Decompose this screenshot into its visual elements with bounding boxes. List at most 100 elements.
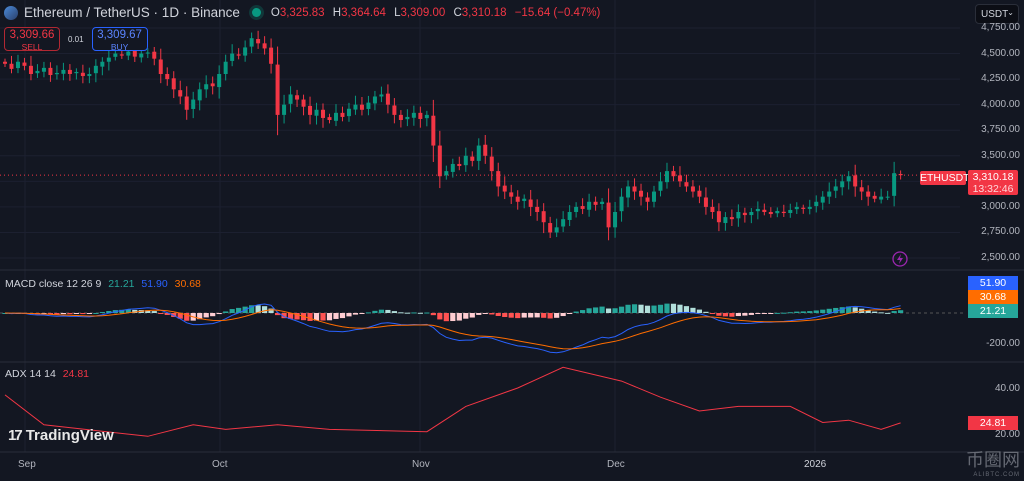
macd-histogram-bar [359, 313, 365, 314]
candle-body [652, 191, 656, 202]
macd-histogram-bar [573, 311, 579, 313]
macd-histogram-bar [391, 311, 397, 313]
watermark-text: TradingView [25, 427, 114, 444]
candle-body [67, 69, 72, 74]
macd-histogram-bar [482, 313, 488, 314]
lightning-icon[interactable] [892, 251, 908, 267]
price-axis-label: 3,750.00 [981, 124, 1020, 136]
macd-histogram-bar [430, 313, 436, 316]
macd-histogram-bar [644, 305, 651, 313]
candle-body [476, 145, 481, 161]
candle-body [230, 53, 235, 61]
currency-select[interactable]: USDT ⌄ [975, 4, 1019, 24]
price-axis-label: 2,750.00 [981, 226, 1020, 238]
macd-histogram-bar [638, 304, 644, 313]
candle-body [632, 186, 637, 192]
candle-body [359, 104, 364, 110]
macd-histogram-bar [846, 306, 852, 313]
macd-histogram-bar [820, 309, 826, 313]
grid [0, 0, 1024, 453]
candle-body [639, 190, 644, 197]
macd-histogram-bar [229, 309, 235, 313]
macd-legend[interactable]: MACD close 12 26 9 21.21 51.90 30.68 [5, 278, 205, 290]
candle-body [340, 112, 345, 117]
macd-histogram-bar [184, 313, 190, 321]
adx-value-tag: 24.81 [968, 416, 1018, 430]
candle-body [301, 99, 306, 107]
symbol-header: Ethereum / TetherUS · 1D · Binance O3,32… [4, 5, 605, 20]
high-label: H [332, 6, 342, 19]
macd-histogram-bar [463, 313, 469, 319]
candle-body [191, 99, 196, 109]
macd-histogram-bar [171, 313, 177, 317]
sell-button[interactable]: 3,309.66 SELL [4, 27, 60, 52]
macd-histogram-bar [865, 310, 871, 313]
candle-body [548, 223, 553, 233]
macd-histogram-bar [898, 310, 904, 313]
macd-histogram-bar [605, 308, 612, 313]
macd-histogram-bar [612, 308, 618, 313]
macd-histogram-bar [664, 303, 670, 313]
macd-histogram-bar [813, 310, 819, 313]
candle-body [262, 43, 267, 49]
macd-histogram-bar [839, 307, 845, 313]
macd-histogram-bar [677, 304, 683, 313]
candle-body [269, 47, 274, 64]
last-price-tag: 3,310.18 13:32:46 [968, 170, 1018, 195]
macd-histogram-bar [125, 309, 131, 313]
buy-button[interactable]: 3,309.67 BUY [91, 27, 148, 52]
candle-body [444, 171, 449, 176]
macd-histogram-bar [411, 312, 417, 314]
macd-histogram-bar [567, 313, 573, 314]
candle-body [723, 217, 728, 224]
candle-body [288, 94, 293, 104]
tradingview-logo-icon: 17 [8, 427, 23, 444]
candle-body [275, 64, 280, 115]
adx-legend[interactable]: ADX 14 14 24.81 [5, 368, 93, 380]
candle-body [411, 112, 416, 118]
macd-histogram-bar [437, 313, 443, 320]
last-price: 3,310.18 [972, 171, 1014, 183]
candle-body [690, 186, 695, 192]
symbol-title[interactable]: Ethereum / TetherUS · 1D · Binance [24, 5, 240, 20]
candle-body [613, 212, 618, 228]
macd-histogram-bar [255, 305, 261, 313]
macd-histogram-bar [450, 313, 456, 322]
price-axis-label: 2,500.00 [981, 252, 1020, 263]
candle-body [74, 71, 79, 74]
candle-body [54, 72, 59, 75]
candle-body [483, 144, 488, 156]
candle-body [392, 105, 397, 115]
candle-body [197, 89, 202, 101]
candle-body [794, 206, 799, 210]
macd-histogram-bar [631, 304, 638, 313]
macd-histogram-bar [800, 311, 806, 313]
macd-histogram-bar [60, 313, 67, 315]
candle-body [126, 51, 131, 56]
candle-body [755, 208, 760, 212]
macd-histogram-bar [651, 305, 657, 313]
candle-body [178, 90, 183, 97]
macd-histogram-bar [625, 304, 631, 313]
candle-body [664, 171, 669, 183]
candle-body [833, 186, 838, 191]
tradingview-watermark[interactable]: 17 TradingView [8, 427, 114, 444]
macd-histogram-bar [404, 312, 410, 314]
macd-histogram-bar [177, 313, 183, 319]
candle-body [541, 211, 546, 223]
change-value: −15.64 (−0.47%) [514, 6, 601, 19]
candle-body [171, 78, 176, 90]
macd-histogram-bar [807, 311, 813, 313]
candle-body [450, 163, 455, 172]
candle-body [424, 114, 429, 119]
macd-histogram-bar [521, 313, 527, 318]
candle-body [788, 209, 793, 214]
price-axis-label: 4,500.00 [981, 47, 1020, 59]
candle-body [106, 57, 111, 62]
candle-body [502, 185, 507, 192]
macd-histogram-bar [281, 313, 287, 319]
candle-body [295, 95, 300, 100]
candle-body [113, 53, 118, 57]
candle-body [372, 96, 377, 104]
